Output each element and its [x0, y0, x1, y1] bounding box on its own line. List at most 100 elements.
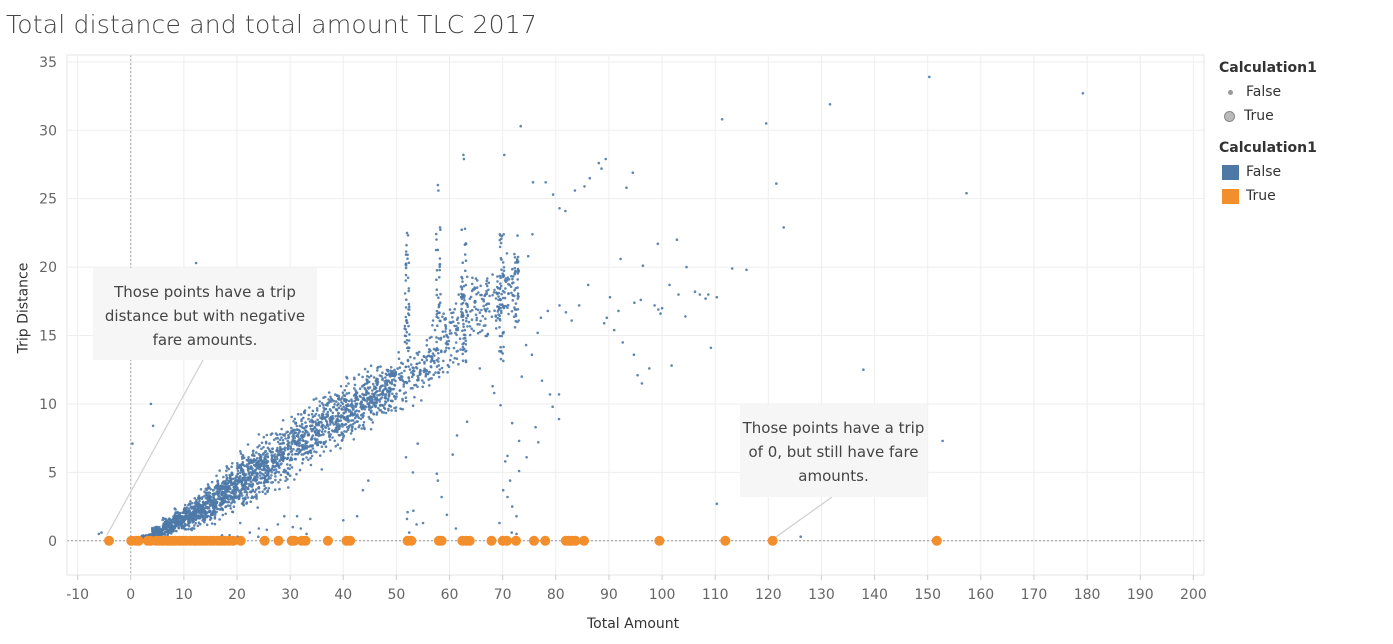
data-point-false	[227, 479, 231, 483]
data-point-false	[338, 415, 342, 418]
data-point-false	[415, 362, 419, 366]
data-point-false	[496, 316, 500, 320]
data-point-false	[240, 483, 244, 486]
legend-color-item-true[interactable]: True	[1219, 184, 1317, 208]
data-point-false	[498, 238, 502, 242]
data-point-false	[451, 316, 454, 319]
data-point-false	[398, 373, 401, 376]
data-point-false	[438, 319, 442, 323]
x-tick-label: 0	[126, 587, 135, 603]
data-point-false	[369, 395, 372, 398]
data-point-false	[406, 510, 409, 514]
data-point-false	[416, 374, 420, 378]
data-point-false	[260, 459, 263, 463]
data-point-false	[259, 464, 262, 468]
data-point-false	[400, 375, 404, 379]
data-point-false	[213, 517, 217, 520]
data-point-false	[201, 501, 205, 504]
data-point-false	[632, 353, 636, 357]
data-point-false	[397, 357, 401, 361]
data-point-false	[709, 346, 713, 350]
data-point-false	[407, 365, 410, 368]
data-point-false	[437, 351, 440, 355]
x-tick-label: 30	[281, 587, 299, 603]
data-point-false	[304, 426, 308, 429]
data-point-false	[204, 501, 208, 504]
data-point-false	[461, 315, 465, 318]
data-point-false	[348, 409, 352, 412]
data-point-false	[222, 492, 226, 495]
data-point-true	[235, 535, 246, 546]
data-point-false	[416, 442, 420, 445]
data-point-false	[344, 400, 348, 404]
data-point-false	[438, 368, 442, 371]
data-point-false	[720, 118, 724, 121]
data-point-false	[437, 316, 440, 320]
data-point-false	[479, 319, 482, 323]
data-point-false	[241, 494, 244, 497]
data-point-false	[249, 471, 252, 474]
data-point-false	[255, 497, 258, 500]
data-point-false	[151, 531, 154, 535]
data-point-false	[301, 443, 305, 447]
data-point-false	[229, 494, 232, 498]
data-point-false	[484, 303, 488, 307]
data-point-false	[248, 531, 252, 534]
data-point-false	[196, 516, 200, 520]
data-point-false	[485, 292, 488, 296]
data-point-false	[256, 506, 260, 509]
data-point-false	[201, 495, 204, 499]
legend-color-item-false[interactable]: False	[1219, 160, 1317, 184]
data-point-false	[249, 500, 252, 504]
data-point-false	[525, 456, 528, 459]
data-point-false	[368, 404, 371, 408]
data-point-false	[210, 480, 214, 484]
data-point-true	[273, 535, 284, 546]
data-point-false	[404, 250, 408, 253]
legend-size-item-true[interactable]: True	[1219, 104, 1317, 128]
data-point-false	[422, 370, 426, 374]
data-point-false	[342, 519, 345, 522]
data-point-false	[149, 402, 153, 406]
data-point-false	[715, 295, 719, 299]
data-point-false	[397, 351, 401, 354]
legend-size-item-false[interactable]: False	[1219, 80, 1317, 104]
data-point-false	[460, 302, 463, 306]
data-point-false	[151, 424, 155, 428]
annotation-zero-trip[interactable]: Those points have a trip of 0, but still…	[740, 405, 927, 497]
data-point-false	[404, 266, 408, 270]
data-point-false	[467, 320, 471, 324]
data-point-false	[514, 261, 517, 264]
data-point-false	[264, 492, 267, 496]
data-point-false	[286, 439, 290, 443]
data-point-false	[730, 267, 734, 270]
data-point-false	[206, 483, 210, 486]
data-point-false	[307, 413, 311, 417]
data-point-false	[447, 347, 451, 350]
data-point-false	[230, 501, 233, 505]
data-point-false	[164, 518, 168, 521]
annotation-negative-fare[interactable]: Those points have a trip distance but wi…	[93, 268, 317, 360]
data-point-false	[507, 282, 510, 286]
data-point-false	[454, 527, 458, 530]
x-tick-label: 60	[441, 587, 459, 603]
data-point-false	[309, 451, 313, 455]
data-point-false	[245, 501, 249, 504]
data-point-false	[376, 380, 380, 384]
data-point-false	[514, 314, 518, 318]
data-point-false	[326, 424, 330, 428]
data-point-false	[445, 333, 448, 337]
data-point-false	[262, 462, 266, 466]
data-point-false	[231, 483, 234, 486]
data-point-false	[229, 475, 232, 478]
data-point-true	[540, 535, 551, 546]
data-point-false	[540, 379, 544, 383]
data-point-false	[326, 404, 329, 407]
data-point-false	[320, 401, 324, 405]
data-point-false	[448, 358, 452, 362]
data-point-false	[270, 432, 274, 435]
data-point-false	[331, 436, 334, 439]
data-point-false	[486, 277, 489, 280]
data-point-false	[187, 528, 190, 531]
data-point-false	[295, 434, 298, 438]
